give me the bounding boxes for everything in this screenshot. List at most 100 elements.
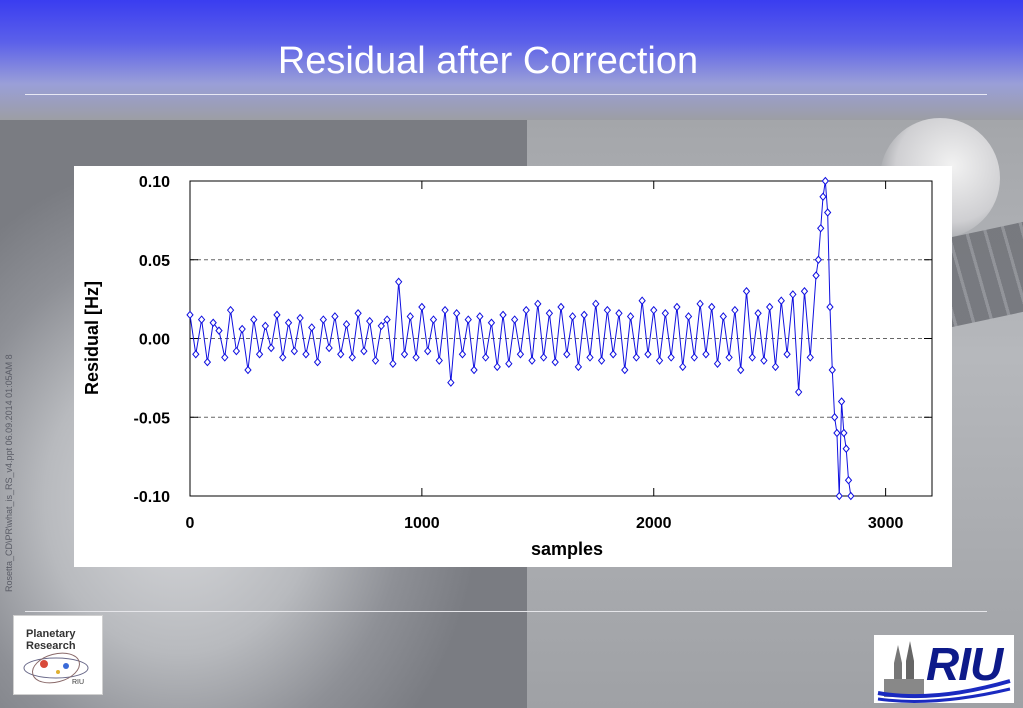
data-point [186,310,194,320]
data-point [812,271,820,280]
data-point [209,318,217,328]
data-point [284,318,293,328]
data-point [603,305,612,315]
data-point [296,313,304,323]
data-point [261,321,270,331]
data-point [737,365,745,375]
data-point [574,362,583,372]
data-point [777,296,785,305]
data-point [319,315,327,324]
slide-title: Residual after Correction [277,40,699,82]
data-point [725,353,733,362]
data-point [424,346,432,356]
data-point [290,346,299,356]
data-point [597,356,606,365]
data-point [377,321,385,331]
data-point [806,353,814,362]
data-point [429,315,438,324]
y-tick-label: 0.05 [139,253,170,270]
y-tick-label: -0.10 [134,489,171,506]
cathedral-icon [877,641,1011,703]
data-point [748,353,756,362]
data-point [435,356,443,365]
data-point [255,349,264,359]
grid-layer [190,259,932,418]
data-point [609,349,617,359]
data-point [348,353,356,362]
data-point [563,349,571,359]
data-point [308,323,316,332]
data-point [232,346,241,356]
data-point [238,324,246,334]
data-point [389,359,397,368]
data-point [847,491,855,501]
data-point [522,305,530,315]
data-point [313,357,322,367]
data-point [528,356,536,365]
data-point [650,305,658,315]
series-layer [186,176,855,501]
data-point [221,353,229,362]
data-point [302,349,310,359]
orbit-logo-icon: RIU [23,652,89,686]
data-point [458,349,467,359]
data-point [360,346,368,356]
data-point [708,302,716,312]
data-point [696,299,704,309]
data-point [586,353,594,362]
data-point [395,277,403,287]
residual-chart: 0.10 0.05 0.00 -0.05 -0.10 0 1000 2000 3000 samp… [82,174,933,559]
data-point [215,326,223,335]
data-point [226,305,235,315]
data-point [267,343,275,353]
data-point [644,349,652,359]
title-divider [25,94,987,95]
planetary-research-logo: Planetary Research RIU [13,615,103,695]
data-point [823,208,832,217]
data-point [713,359,722,368]
data-point [545,309,554,318]
axis-layer: 0.10 0.05 0.00 -0.05 -0.10 0 1000 2000 3000 [134,174,933,532]
y-tick-label: 0.10 [139,174,170,191]
planetary-research-logo-small: RIU [72,679,84,686]
data-point [447,378,455,387]
data-point [679,362,687,372]
data-point [534,299,542,309]
y-tick-label: 0.00 [139,332,170,349]
data-point [771,362,780,372]
data-point [250,315,258,324]
data-point [476,312,484,321]
data-point [481,353,490,362]
data-point [337,349,345,359]
data-point [842,444,850,454]
data-point [719,312,727,321]
side-note: Rosetta_CD\PR\what_is_RS_v4.ppt 06.09.20… [4,354,14,592]
data-point [837,397,846,406]
data-point [273,310,281,320]
data-point [615,309,623,318]
slide-header [0,0,1023,120]
data-point [197,315,206,324]
data-point [510,315,519,324]
data-point [400,349,409,359]
data-point [354,309,362,318]
data-point [470,365,478,375]
data-point [192,349,200,359]
data-point [826,302,834,312]
background-solar-panel [940,220,1023,330]
data-point [580,310,588,320]
data-point [493,362,501,372]
data-point [499,310,507,320]
data-point [203,357,212,367]
data-point [742,286,751,296]
data-point [690,353,698,362]
data-point [821,176,829,186]
data-point [325,343,333,353]
x-axis-label: samples [531,539,603,559]
data-point [418,302,426,312]
data-point [754,309,762,318]
data-point [684,312,693,321]
x-tick-label: 0 [186,515,195,532]
data-point [702,349,710,359]
data-point [516,349,525,359]
